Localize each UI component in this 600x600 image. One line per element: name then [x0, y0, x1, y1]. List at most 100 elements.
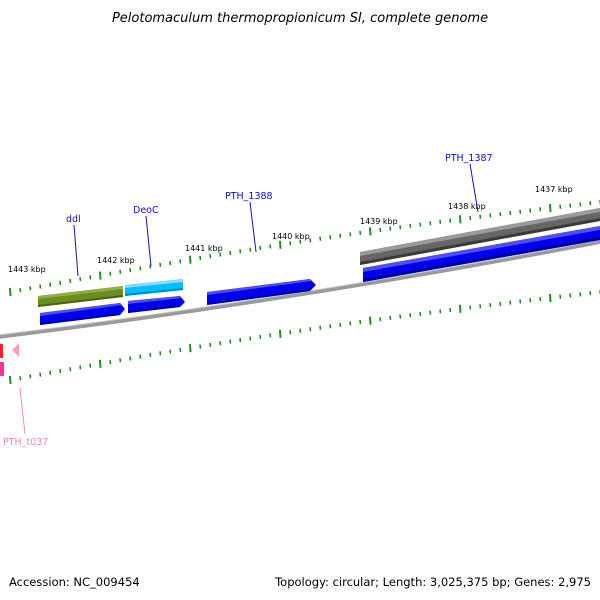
upper-tick — [499, 212, 502, 217]
tick-label-1442: 1442 kbp — [97, 256, 135, 265]
svg-text:PTH_1388: PTH_1388 — [225, 191, 273, 202]
lower-tick — [479, 304, 482, 309]
gene-label-pth-1387[interactable]: PTH_1387 — [445, 153, 493, 213]
lower-tick — [219, 341, 222, 346]
upper-tick — [149, 264, 152, 269]
upper-tick — [99, 271, 102, 280]
lower-tick — [99, 359, 102, 368]
upper-tick — [309, 238, 312, 243]
tick-marks-upper — [9, 200, 600, 297]
upper-tick — [89, 275, 92, 280]
lower-tick — [549, 293, 552, 302]
lower-tick — [259, 334, 262, 339]
upper-tick — [39, 284, 42, 289]
lower-tick — [379, 317, 382, 322]
lower-tick — [289, 330, 292, 335]
upper-tick — [569, 203, 572, 208]
lower-tick — [229, 339, 232, 344]
upper-tick — [519, 209, 522, 214]
lower-tick — [249, 336, 252, 341]
upper-tick — [529, 208, 532, 213]
lower-tick — [369, 316, 372, 325]
lower-tick — [79, 365, 82, 370]
lower-tick — [19, 376, 22, 381]
lower-tick — [199, 344, 202, 349]
lower-tick — [49, 370, 52, 375]
lower-tick — [359, 319, 362, 325]
upper-tick — [489, 213, 492, 218]
upper-tick — [169, 260, 172, 266]
gene-label-pth-1388[interactable]: PTH_1388 — [225, 191, 273, 253]
lower-tick — [569, 293, 572, 298]
upper-tick — [329, 235, 332, 240]
upper-tick — [179, 259, 182, 264]
pth-1387-feature[interactable] — [360, 208, 600, 265]
upper-tick — [429, 221, 432, 226]
upper-tick — [9, 287, 12, 297]
upper-tick — [239, 249, 242, 254]
upper-tick — [589, 201, 592, 206]
upper-tick — [189, 255, 192, 264]
upper-tick — [399, 225, 402, 230]
lower-tick — [469, 305, 472, 310]
upper-tick — [269, 244, 272, 249]
lower-tick — [39, 372, 42, 377]
lower-tick — [129, 356, 132, 361]
cds-ddl[interactable] — [40, 303, 125, 325]
lower-tick — [459, 304, 462, 313]
tick-label-1438: 1438 kbp — [448, 202, 486, 211]
lower-tick — [139, 354, 142, 359]
lower-tick — [209, 342, 212, 348]
tick-label-1443: 1443 kbp — [8, 265, 46, 274]
upper-tick — [249, 247, 252, 252]
upper-tick — [229, 250, 232, 256]
upper-tick — [369, 227, 372, 236]
tick-label-1440: 1440 kbp — [272, 232, 310, 241]
upper-tick — [389, 226, 392, 231]
lower-tick — [499, 301, 502, 306]
deoc-feature[interactable] — [125, 279, 183, 296]
upper-tick — [209, 254, 212, 259]
upper-tick — [119, 269, 122, 275]
upper-tick-row — [9, 200, 600, 297]
lower-tick — [69, 367, 72, 372]
lower-tick — [309, 327, 312, 332]
lower-tick — [9, 375, 12, 385]
tick-labels: 1443 kbp 1442 kbp 1441 kbp 1440 kbp 1439… — [8, 185, 573, 274]
lower-tick — [439, 309, 442, 314]
lower-tick — [89, 363, 92, 368]
ddl-feature[interactable] — [38, 286, 123, 307]
rna-features[interactable] — [0, 343, 19, 376]
cds-deoc[interactable] — [128, 296, 185, 313]
upper-tick — [439, 219, 442, 224]
upper-tick — [279, 240, 282, 249]
upper-tick — [319, 236, 322, 241]
lower-tick — [299, 328, 302, 333]
gene-label-ddl[interactable]: ddl — [66, 214, 81, 277]
lower-tick — [109, 359, 112, 365]
lower-tick — [409, 313, 412, 318]
rna-label-pth-t037[interactable]: PTH_t037 — [3, 387, 48, 448]
svg-text:DeoC: DeoC — [133, 205, 159, 216]
lower-tick — [179, 347, 182, 353]
gene-label-deoc[interactable]: DeoC — [133, 205, 159, 267]
accession-text: Accession: NC_009454 — [9, 575, 140, 589]
lower-tick — [159, 351, 162, 356]
upper-tick — [129, 268, 132, 273]
upper-tick — [579, 202, 582, 207]
svg-text:ddl: ddl — [66, 214, 81, 225]
tick-label-1439: 1439 kbp — [360, 217, 398, 226]
lower-tick — [399, 314, 402, 319]
lower-tick — [509, 300, 512, 305]
lower-tick — [59, 368, 62, 374]
cds-pth-1387[interactable] — [363, 226, 600, 282]
lower-tick — [429, 310, 432, 315]
upper-tick — [69, 278, 72, 284]
upper-tick — [19, 288, 22, 293]
upper-tick — [349, 232, 352, 237]
cds-pth-1388[interactable] — [207, 279, 316, 305]
upper-tick — [79, 277, 82, 282]
lower-tick — [349, 321, 352, 326]
lower-tick — [29, 374, 32, 379]
genome-backbone — [0, 239, 600, 339]
